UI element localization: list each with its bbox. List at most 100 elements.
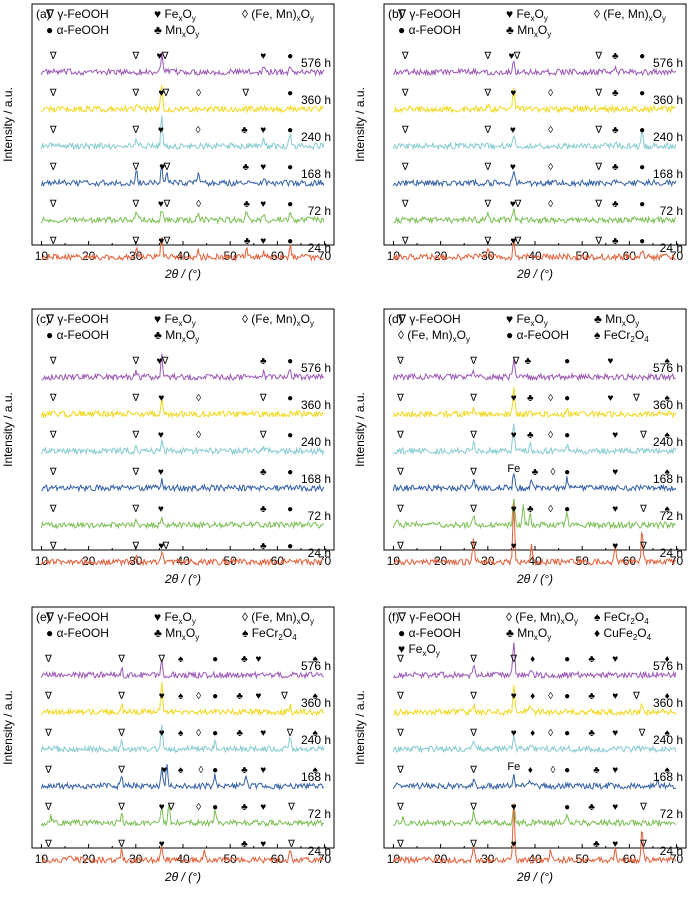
series-label: 360 h	[653, 398, 683, 412]
legend-entry: ∇ γ-FeOOH	[45, 7, 109, 21]
series-line	[41, 846, 325, 865]
phase-marker: ∇	[161, 51, 169, 62]
phase-marker: ∇	[401, 51, 409, 62]
panel-label: (e)	[36, 610, 51, 624]
phase-marker: ∇	[469, 728, 477, 739]
phase-marker: ∇	[594, 236, 602, 247]
phase-marker: ♦	[530, 654, 535, 665]
series-line	[40, 659, 325, 680]
phase-marker: ∇	[483, 199, 491, 210]
phase-marker: ∇	[44, 765, 52, 776]
series-line	[392, 132, 677, 151]
series-line	[392, 735, 677, 754]
phase-marker: ♥	[608, 356, 614, 367]
legend-entry: ♥ FexOy	[154, 312, 196, 328]
phase-marker: ∇	[639, 839, 647, 850]
series-line	[40, 515, 325, 530]
x-tick-label: 10	[35, 554, 49, 568]
x-axis-label: 2θ / (°)	[516, 572, 553, 586]
phase-marker: ♣	[260, 504, 267, 515]
phase-marker: ♥	[260, 51, 266, 62]
phase-marker: ♦	[665, 654, 670, 665]
phase-marker: ♣	[588, 691, 595, 702]
phase-marker: ♥	[510, 88, 516, 99]
phase-marker: ∇	[396, 654, 404, 665]
series-label: 24 h	[660, 844, 683, 858]
phase-marker: ●	[287, 88, 293, 99]
x-tick-label: 50	[224, 249, 238, 263]
phase-marker: ◊	[548, 728, 553, 739]
phase-marker: ◊	[196, 393, 201, 404]
phase-marker: ∇	[163, 199, 171, 210]
phase-marker: ♣	[242, 162, 249, 173]
phase-marker: ♥	[260, 802, 266, 813]
legend-entry: ● α-FeOOH	[398, 626, 461, 640]
series-label: 168 h	[301, 770, 331, 784]
phase-marker: ♥	[612, 728, 618, 739]
phase-marker: ∇	[49, 236, 57, 247]
phase-marker: ∇	[401, 162, 409, 173]
phase-marker: ♠	[178, 654, 184, 665]
phase-marker: Fe	[507, 761, 520, 773]
phase-marker: ∇	[44, 654, 52, 665]
phase-marker: ∇	[131, 467, 139, 478]
phase-marker: ∇	[469, 504, 477, 515]
phase-marker: ∇	[632, 691, 640, 702]
series-line	[393, 88, 676, 114]
phase-marker: ∇	[131, 356, 139, 367]
series-label: 24 h	[660, 241, 683, 255]
phase-marker: ∇	[632, 393, 640, 404]
phase-marker: ●	[639, 162, 645, 173]
phase-marker: ●	[564, 393, 570, 404]
legend-entry: ● α-FeOOH	[46, 23, 109, 37]
series-line	[393, 685, 677, 717]
phase-marker: ♥	[511, 839, 517, 850]
phase-marker: ∇	[396, 691, 404, 702]
phase-marker: ∇	[49, 51, 57, 62]
phase-marker: ♥	[612, 504, 618, 515]
phase-marker: ●	[564, 802, 570, 813]
series-line	[40, 439, 325, 456]
phase-marker: ●	[564, 765, 570, 776]
phase-marker: ♣	[612, 51, 619, 62]
y-axis-label: Intensity / a.u.	[353, 690, 367, 765]
phase-marker: ∇	[49, 541, 57, 552]
phase-marker: ∇	[163, 162, 171, 173]
x-tick-label: 50	[224, 852, 238, 866]
phase-marker: ♥	[511, 430, 517, 441]
legend-entry: ♣ MnxOy	[154, 626, 199, 642]
phase-marker: ◊	[548, 88, 553, 99]
phase-marker: ♥	[159, 839, 165, 850]
phase-marker: ∇	[49, 504, 57, 515]
phase-marker: ♥	[511, 802, 517, 813]
phase-marker: ♣	[236, 691, 243, 702]
phase-marker: ∇	[117, 765, 125, 776]
phase-marker: ∇	[162, 88, 170, 99]
legend: ∇ γ-FeOOH ♥ FexOy ◊ (Fe, Mn)xOy ● α-FeOOH ♣ …	[45, 7, 314, 39]
phase-marker: ◊	[196, 125, 201, 136]
legend-entry: ♣ MnxOy	[506, 626, 551, 642]
phase-marker: ♥	[260, 839, 266, 850]
phase-marker: ◊	[198, 765, 203, 776]
phase-marker: ♠	[664, 393, 670, 404]
phase-marker: Fe	[507, 463, 520, 475]
phase-marker: ♣	[244, 236, 251, 247]
phase-marker: ∇	[594, 162, 602, 173]
phase-marker: ∇	[131, 393, 139, 404]
phase-marker: ∇	[287, 802, 295, 813]
series-line	[40, 84, 324, 114]
phase-marker: ◊	[548, 393, 553, 404]
legend: ∇ γ-FeOOH ♥ FexOy ◊ (Fe, Mn)xOy ● α-FeOOH ♣ …	[45, 610, 314, 642]
phase-marker: ♣	[588, 654, 595, 665]
x-tick-label: 20	[434, 852, 448, 866]
phase-marker: ∇	[513, 51, 521, 62]
phase-marker: ●	[287, 541, 293, 552]
legend-entry: ∇ γ-FeOOH	[397, 7, 461, 21]
phase-marker: ♥	[612, 802, 618, 813]
phase-marker: ∇	[469, 393, 477, 404]
phase-marker: ∇	[131, 199, 139, 210]
x-tick-label: 10	[35, 852, 49, 866]
phase-marker: ♥	[260, 162, 266, 173]
phase-marker: ♣	[236, 728, 243, 739]
